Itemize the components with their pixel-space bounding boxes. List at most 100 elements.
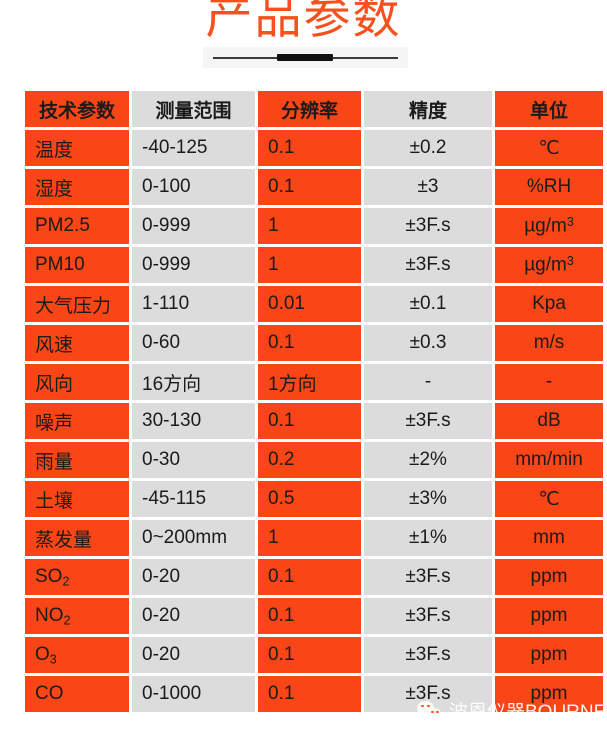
cell-accuracy: ±1% [364,520,492,556]
table-row: SO2 0-20 0.1 ±3F.s ppm [3,559,607,595]
cell-resolution: 0.1 [258,403,361,439]
cell-accuracy: ±3F.s [364,403,492,439]
cell-resolution: 1方向 [258,364,361,400]
cell-unit: ppm [495,676,603,712]
cell-unit: µg/m3 [495,208,603,244]
cell-accuracy: ±2% [364,442,492,478]
edge-spacer-left [3,169,22,205]
cell-unit: dB [495,403,603,439]
cell-unit: µg/m3 [495,247,603,283]
cell-range: 0-999 [132,247,255,283]
edge-spacer-left [3,325,22,361]
table-row: NO2 0-20 0.1 ±3F.s ppm [3,598,607,634]
cell-accuracy: ±3F.s [364,208,492,244]
edge-spacer-left [3,520,22,556]
cell-parameter: 土壤 [25,481,129,517]
table-row: 湿度 0-100 0.1 ±3 %RH [3,169,607,205]
header-cell-accuracy: 精度 [364,91,492,127]
cell-unit: ppm [495,559,603,595]
cell-range: 0-1000 [132,676,255,712]
edge-spacer-left [3,481,22,517]
table-header-row: 技术参数 测量范围 分辨率 精度 单位 [3,91,607,127]
cell-accuracy: ±3F.s [364,676,492,712]
cell-unit: - [495,364,603,400]
cell-unit: ppm [495,598,603,634]
cell-resolution: 1 [258,208,361,244]
cell-unit: ppm [495,637,603,673]
cell-resolution: 0.5 [258,481,361,517]
header-cell-range: 测量范围 [132,91,255,127]
edge-spacer-left [3,598,22,634]
table-row: 大气压力 1-110 0.01 ±0.1 Kpa [3,286,607,322]
cell-resolution: 0.1 [258,169,361,205]
cell-range: 0~200mm [132,520,255,556]
cell-range: 0-60 [132,325,255,361]
cell-accuracy: ±0.2 [364,130,492,166]
product-spec-table: 技术参数 测量范围 分辨率 精度 单位 温度 -40-125 0.1 ±0.2 ℃ 湿度 0… [0,88,607,715]
title-section: 产品参数 [0,0,607,88]
cell-parameter: O3 [25,637,129,673]
page-title: 产品参数 [205,0,402,43]
edge-spacer-left [3,286,22,322]
cell-resolution: 1 [258,247,361,283]
table-row: 噪声 30-130 0.1 ±3F.s dB [3,403,607,439]
cell-range: 0-20 [132,559,255,595]
cell-parameter: CO [25,676,129,712]
cell-parameter: 噪声 [25,403,129,439]
table-row: 蒸发量 0~200mm 1 ±1% mm [3,520,607,556]
cell-accuracy: ±3F.s [364,637,492,673]
cell-unit: ℃ [495,481,603,517]
cell-accuracy: ±3F.s [364,247,492,283]
cell-resolution: 0.1 [258,130,361,166]
cell-accuracy: ±3% [364,481,492,517]
table-body: 温度 -40-125 0.1 ±0.2 ℃ 湿度 0-100 0.1 ±3 %RH PM2.5 0-9… [3,130,607,712]
cell-range: -45-115 [132,481,255,517]
cell-unit: m/s [495,325,603,361]
table-row: PM2.5 0-999 1 ±3F.s µg/m3 [3,208,607,244]
cell-resolution: 0.1 [258,325,361,361]
edge-spacer-left [3,208,22,244]
table-row: 雨量 0-30 0.2 ±2% mm/min [3,442,607,478]
title-divider-accent [277,54,333,61]
cell-unit: Kpa [495,286,603,322]
cell-parameter: PM10 [25,247,129,283]
cell-accuracy: ±3 [364,169,492,205]
edge-spacer-left [3,247,22,283]
cell-accuracy: - [364,364,492,400]
cell-resolution: 0.1 [258,598,361,634]
cell-parameter: 湿度 [25,169,129,205]
cell-unit: mm [495,520,603,556]
table-row: 风向 16方向 1方向 - - [3,364,607,400]
cell-parameter: 蒸发量 [25,520,129,556]
cell-accuracy: ±0.3 [364,325,492,361]
cell-unit: mm/min [495,442,603,478]
header-cell-unit: 单位 [495,91,603,127]
table-row: CO 0-1000 0.1 ±3F.s ppm [3,676,607,712]
edge-spacer-left [3,403,22,439]
edge-spacer-left [3,442,22,478]
cell-range: 0-20 [132,637,255,673]
table-row: O3 0-20 0.1 ±3F.s ppm [3,637,607,673]
cell-parameter: 雨量 [25,442,129,478]
cell-range: 0-30 [132,442,255,478]
cell-resolution: 0.1 [258,676,361,712]
header-cell-resolution: 分辨率 [258,91,361,127]
cell-parameter: 温度 [25,130,129,166]
cell-accuracy: ±3F.s [364,598,492,634]
cell-range: 16方向 [132,364,255,400]
cell-resolution: 0.1 [258,637,361,673]
cell-range: 0-100 [132,169,255,205]
cell-parameter: PM2.5 [25,208,129,244]
edge-spacer-left [3,91,22,127]
table-row: 温度 -40-125 0.1 ±0.2 ℃ [3,130,607,166]
cell-unit: %RH [495,169,603,205]
cell-range: 1-110 [132,286,255,322]
edge-spacer-left [3,676,22,712]
table-row: 风速 0-60 0.1 ±0.3 m/s [3,325,607,361]
cell-parameter: 大气压力 [25,286,129,322]
edge-spacer-left [3,364,22,400]
cell-resolution: 1 [258,520,361,556]
cell-range: 0-20 [132,598,255,634]
cell-resolution: 0.1 [258,559,361,595]
cell-range: 30-130 [132,403,255,439]
